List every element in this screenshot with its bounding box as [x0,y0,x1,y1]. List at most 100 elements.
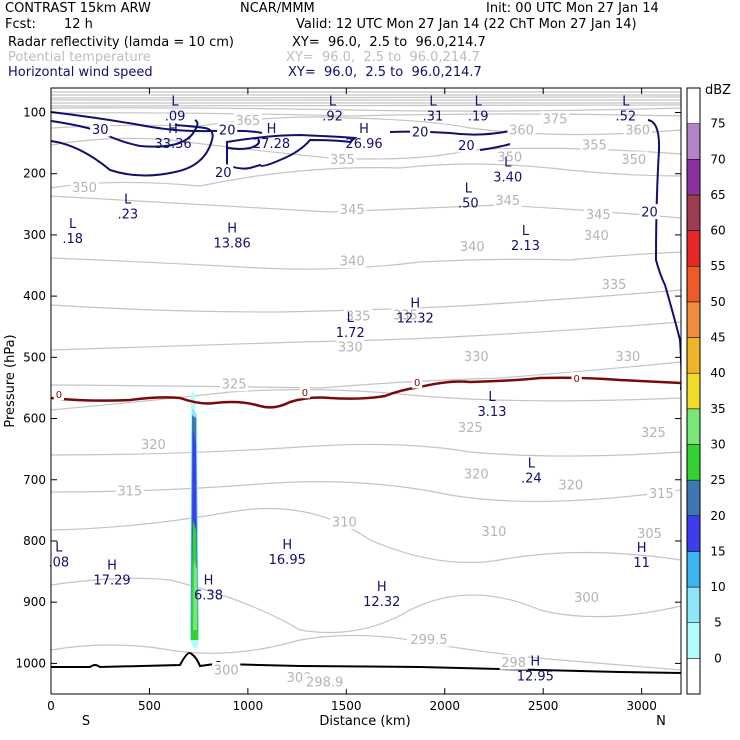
theta-label-bg [462,466,491,482]
extremum-value: 17.29 [93,573,130,588]
theta-label-bg [619,151,648,167]
extrema-labels: L.09L.92L.31L.19L.52H33.36H27.28H26.96L3… [49,94,650,684]
theta-label: 340 [460,240,485,255]
colorbar-label: 60 [710,224,725,238]
theta-label: 375 [543,113,568,128]
theta-label: 350 [621,153,646,168]
extremum-type: L [347,311,355,326]
theta-label: 310 [332,515,357,530]
theta-label-bg [338,253,367,269]
theta-label: 350 [497,150,522,165]
colorbar-label: 0 [714,651,722,665]
x-tick-label: 500 [138,699,161,713]
extremum-type: L [171,94,179,109]
theta-label-bg [328,151,357,167]
extremum-type: L [528,457,536,472]
theta-label: 305 [637,527,662,542]
zero-label: 0 [573,374,579,385]
y-tick-label: 200 [23,167,46,181]
colorbar-label: 5 [714,616,722,630]
colorbar-swatch [686,479,701,517]
theta-label-bg [495,149,524,165]
x-axis-title: Distance (km) [319,714,410,729]
colorbar-label: 70 [710,152,725,166]
zero-label-bg [299,386,311,399]
extremum-type: L [622,94,630,109]
theta-label-bg [220,376,249,392]
extremum-value: 12.32 [397,311,434,326]
y-tick-label: 600 [23,412,46,426]
center-name: NCAR/MMM [240,1,315,16]
theta-label-bg [336,338,365,354]
zero-labels: 0 0 0 0 [53,372,582,401]
theta-label: 298 [501,656,526,671]
theta-label: 340 [584,229,609,244]
colorbar-label: 50 [710,295,725,309]
colorbar-swatch [686,337,701,374]
theta-label: 320 [558,479,583,494]
y-tick-label: 400 [23,289,46,303]
wind-label: 30 [92,123,109,138]
extremum-type: L [329,94,337,109]
wind-label-bg [456,137,477,153]
extremum-type: L [504,156,512,171]
theta-label-bg [599,276,629,292]
wind-label-bg [217,122,238,138]
theta-label: 325 [458,421,483,436]
extremum-type: H [204,574,214,589]
colorbar-swatch [686,444,701,481]
extremum-value: 13.86 [214,237,251,252]
extremum-type: L [124,192,132,207]
theta-label: 330 [338,340,363,355]
theta-label-bg [70,179,99,195]
y-tick-label: 500 [23,350,46,364]
wind-labels: 30 20 20 20 20 20 [90,121,660,221]
extremum-type: H [410,296,420,311]
theta-label-bg [456,419,485,435]
theta-label-bg [479,523,509,539]
theta-label-bg [458,238,487,254]
extremum-type: L [488,390,496,405]
zero-label: 0 [56,390,62,401]
theta-label: 355 [582,138,607,153]
theta-labels: 375 365 360 360 355 355 350 350 350 345 345 345 340 3… [70,111,676,691]
theta-label-bg [572,589,601,605]
colorbar: 0 5 10 15 20 25 30 35 40 45 50 55 60 65 70 75 [686,87,726,695]
reflectivity-column [190,390,199,649]
forecast-hours: 12 h [64,17,93,32]
x-tick-label: 2000 [429,699,460,713]
theta-label-bg [406,631,452,647]
zero-label-bg [53,388,64,401]
colorbar-swatch [686,622,701,659]
colorbar-swatch [686,194,701,231]
extremum-type: H [267,122,277,137]
theta-label-bg [212,662,241,678]
extremum-type: L [465,181,473,196]
extremum-value: 12.95 [517,669,554,684]
extremum-type: H [377,580,387,595]
theta-label: 300 [214,663,239,678]
wind-label: 20 [412,125,429,140]
extremum-type: H [637,541,647,556]
extremum-value: .92 [322,109,343,124]
zero-label: 0 [302,388,308,399]
colorbar-frame [686,87,701,695]
extremum-type: H [107,558,117,573]
x-tick-label: 0 [47,699,55,713]
colorbar-swatch [686,265,701,303]
colorbar-label: 55 [710,259,725,273]
colorbar-swatch [686,230,701,267]
theta-label: 320 [141,438,166,453]
x-tick-label: 3000 [626,699,657,713]
theta-label: 350 [72,181,97,196]
theta-label: 360 [509,124,534,139]
y-axis-title: Pressure (hPa) [3,334,18,427]
y-tick-label: 300 [23,228,46,242]
extremum-type: L [55,541,63,556]
theta-label: 325 [222,378,247,393]
extremum-value: .18 [62,232,83,247]
init-time: Init: 00 UTC Mon 27 Jan 14 [486,1,659,16]
theta-label-bg [462,348,491,364]
theta-label: 340 [340,255,365,270]
